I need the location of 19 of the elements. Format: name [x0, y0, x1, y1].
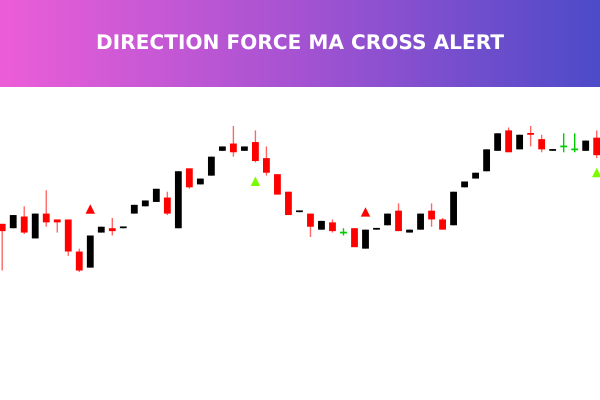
candlestick [417, 212, 424, 230]
point [250, 176, 260, 186]
point [360, 208, 370, 217]
candlestick [483, 148, 490, 172]
chart-title: DIRECTION FORCE MA CROSS ALERT [98, 34, 504, 50]
point [86, 204, 95, 214]
candlestick [351, 228, 358, 248]
candlestick [582, 140, 590, 152]
candlestick [10, 214, 17, 229]
candlestick [285, 191, 292, 216]
candlestick [560, 132, 568, 153]
candlestick [384, 212, 391, 226]
point [592, 168, 600, 178]
candlestick [362, 228, 369, 250]
candlestick [516, 134, 524, 150]
candlestick [494, 132, 502, 152]
candlestick [274, 173, 281, 196]
candlestick [208, 156, 215, 176]
candlestick [152, 188, 160, 203]
